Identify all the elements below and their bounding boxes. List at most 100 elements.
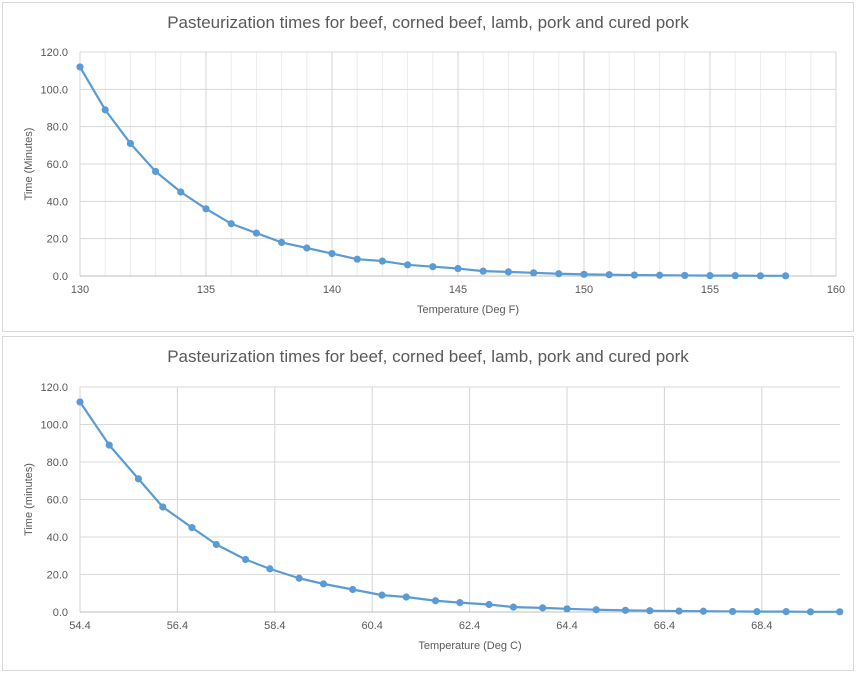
chart-title: Pasteurization times for beef, corned be… [167, 13, 689, 32]
data-point[interactable] [580, 270, 588, 278]
svg-text:100.0: 100.0 [40, 84, 68, 96]
svg-text:140: 140 [323, 284, 341, 296]
data-point[interactable] [675, 607, 683, 615]
data-point[interactable] [753, 608, 761, 616]
data-point[interactable] [76, 398, 84, 406]
data-point[interactable] [555, 270, 563, 278]
svg-text:120.0: 120.0 [40, 382, 68, 394]
plot-area: 0.0 20.0 40.0 60.0 80.0 100.0 120.0 130 135 140 14… [23, 47, 845, 316]
chart-celsius[interactable]: Pasteurization times for beef, corned be… [2, 336, 854, 671]
data-point[interactable] [605, 271, 613, 279]
x-axis-label: Temperature (Deg C) [418, 640, 521, 652]
data-point[interactable] [728, 607, 737, 616]
data-point[interactable] [105, 441, 113, 449]
data-point[interactable] [504, 268, 512, 276]
data-point[interactable] [454, 264, 462, 273]
data-point[interactable] [656, 271, 664, 279]
data-point[interactable] [630, 271, 639, 279]
data-point[interactable] [328, 250, 336, 258]
svg-text:54.4: 54.4 [69, 620, 90, 632]
svg-text:60.4: 60.4 [361, 620, 382, 632]
gridlines [79, 386, 840, 613]
data-point[interactable] [485, 600, 493, 609]
data-markers [76, 63, 790, 280]
data-point[interactable] [563, 605, 571, 613]
data-line [79, 401, 840, 613]
data-point[interactable] [295, 574, 303, 582]
data-point[interactable] [404, 261, 412, 269]
data-point[interactable] [530, 269, 538, 277]
svg-text:62.4: 62.4 [459, 620, 480, 632]
data-point[interactable] [227, 220, 235, 228]
svg-text:60.0: 60.0 [47, 495, 68, 507]
chart-fahrenheit[interactable]: Pasteurization times for beef, corned be… [2, 2, 854, 332]
svg-text:160: 160 [827, 284, 845, 296]
data-point[interactable] [699, 607, 707, 615]
data-point[interactable] [681, 271, 689, 280]
svg-text:100.0: 100.0 [40, 420, 68, 432]
svg-text:150: 150 [575, 284, 593, 296]
y-axis-ticks: 0.0 20.0 40.0 60.0 80.0 100.0 120.0 [40, 47, 68, 283]
data-point[interactable] [592, 606, 600, 614]
data-point[interactable] [539, 604, 547, 612]
data-point[interactable] [509, 603, 518, 611]
svg-text:135: 135 [197, 284, 215, 296]
data-point[interactable] [278, 238, 286, 246]
data-point[interactable] [353, 255, 361, 263]
data-point[interactable] [134, 475, 143, 483]
data-point[interactable] [479, 267, 487, 275]
svg-text:56.4: 56.4 [167, 620, 188, 632]
data-point[interactable] [101, 106, 109, 114]
y-axis-label: Time (Minutes) [23, 128, 35, 201]
svg-text:40.0: 40.0 [47, 196, 68, 208]
data-point[interactable] [212, 540, 220, 549]
svg-text:130: 130 [71, 284, 89, 296]
data-point[interactable] [252, 229, 260, 237]
data-point[interactable] [782, 608, 790, 616]
y-axis-label: Time (minutes) [23, 463, 35, 536]
data-point[interactable] [266, 565, 274, 573]
data-point[interactable] [126, 139, 134, 148]
data-point[interactable] [177, 188, 185, 196]
data-point[interactable] [159, 503, 167, 511]
svg-text:68.4: 68.4 [751, 620, 772, 632]
data-point[interactable] [806, 608, 815, 616]
data-point[interactable] [836, 608, 844, 616]
svg-text:20.0: 20.0 [47, 570, 68, 582]
x-axis-label: Temperature (Deg F) [417, 304, 519, 316]
data-point[interactable] [188, 524, 196, 532]
svg-text:155: 155 [701, 284, 719, 296]
svg-text:40.0: 40.0 [47, 532, 68, 544]
y-axis-ticks: 0.0 20.0 40.0 60.0 80.0 100.0 120.0 [40, 382, 68, 619]
data-point[interactable] [456, 599, 464, 607]
data-point[interactable] [303, 244, 311, 252]
data-point[interactable] [202, 205, 210, 213]
svg-text:80.0: 80.0 [47, 457, 68, 469]
data-point[interactable] [782, 272, 790, 280]
svg-text:64.4: 64.4 [556, 620, 577, 632]
data-point[interactable] [731, 272, 739, 280]
data-point[interactable] [756, 272, 765, 280]
svg-text:60.0: 60.0 [47, 159, 68, 171]
data-point[interactable] [646, 607, 654, 615]
data-point[interactable] [431, 597, 440, 605]
data-point[interactable] [402, 593, 410, 601]
svg-text:145: 145 [449, 284, 467, 296]
svg-text:66.4: 66.4 [654, 620, 675, 632]
svg-text:120.0: 120.0 [40, 47, 68, 59]
data-point[interactable] [621, 606, 630, 614]
data-point[interactable] [706, 272, 714, 280]
data-point[interactable] [378, 257, 386, 265]
data-point[interactable] [319, 580, 328, 588]
svg-text:20.0: 20.0 [47, 234, 68, 246]
data-markers [76, 398, 844, 616]
x-axis-ticks: 130 135 140 145 150 155 160 [71, 284, 845, 296]
data-point[interactable] [349, 585, 357, 594]
data-point[interactable] [152, 167, 160, 176]
data-point[interactable] [429, 263, 437, 271]
data-point[interactable] [378, 591, 386, 599]
chart-title: Pasteurization times for beef, corned be… [167, 347, 689, 366]
data-point[interactable] [241, 555, 250, 564]
data-point[interactable] [76, 63, 84, 71]
